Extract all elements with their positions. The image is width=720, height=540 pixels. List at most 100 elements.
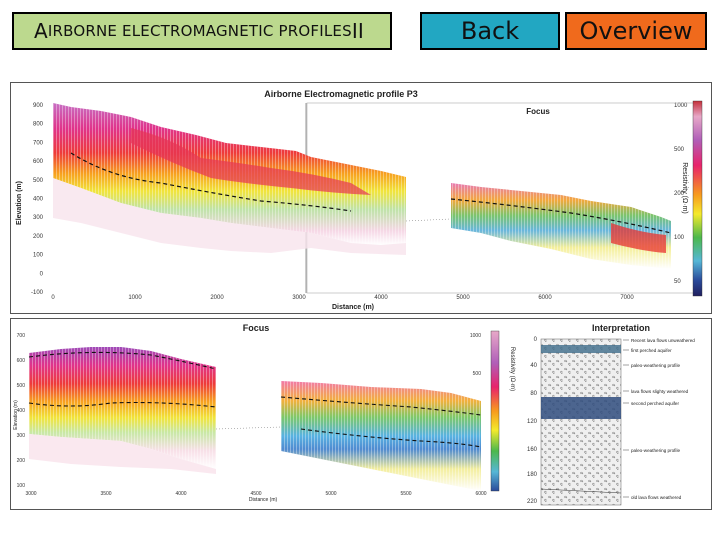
focus-boundary-top-west [28,351,217,370]
x-tick-label: 3000 [292,295,306,301]
depth-tick-label: 220 [527,499,538,505]
focus-resistive-base-west [29,434,216,474]
interpretation-label: lava flows slighty weathered [631,389,689,394]
colorbar-tick-label: 500 [674,147,685,153]
focus-x-tick-label: 6000 [475,491,486,497]
y-tick-label: 500 [33,178,44,184]
y-tick-label: 200 [33,234,44,240]
interpretation-title: Interpretation [592,323,650,333]
x-tick-label: 0 [51,295,55,301]
colorbar-label: Resistivity (Ω·m) [681,162,688,214]
weathered-base-line [540,488,622,494]
focus-y-tick-label: 500 [17,383,26,389]
second-aquifer-layer [541,397,621,419]
focus-chart: Focus Elevation (m) Distance (m) Resisti… [13,323,695,506]
focus-gap-line [215,426,282,430]
focus-y-tick-label: 300 [17,433,26,439]
resistive-base-west [53,178,406,255]
interpretation-label: paleo-weathering profile [631,363,680,368]
focus-section-east-stripes [281,381,481,491]
y-tick-label: -100 [31,290,44,296]
interpretation-label: first perched aquifer [631,348,672,353]
profile-p3-chart: Airborne Electromagnetic profile P3 Focu… [16,89,703,311]
header-bar: A IRBORNE ELECTROMAGNETIC PROFILES II Bac… [0,12,720,54]
focus-x-tick-label: 3500 [100,491,111,497]
focus-boundary-top-east [280,396,482,416]
focus-colorbar-label: Resistivity (Ω·m) [509,347,515,391]
back-button-label: Back [460,17,520,45]
y-tick-label: 900 [33,103,44,109]
x-tick-label: 4000 [374,295,388,301]
depth-tick-label: 0 [534,337,538,343]
x-axis-label: Distance (m) [332,304,374,311]
title-suffix: II [351,19,365,43]
profile-p3-panel: Airborne Electromagnetic profile P3 Focu… [10,82,712,314]
focus-label: Focus [526,107,550,116]
focus-colorbar-tick-label: 500 [473,371,482,377]
colorbar-tick-label: 200 [674,191,685,197]
focus-y-tick-label: 100 [17,483,26,489]
interpretation-label: paleo-weathering profile [631,448,680,453]
focus-y-axis-label: Elevation (m) [13,400,19,430]
focus-boundary-bottom-east [300,428,482,448]
x-tick-label: 6000 [538,295,552,301]
chart-title: Airborne Electromagnetic profile P3 [264,89,418,99]
focus-section-west-stripes [29,347,216,469]
focus-boundary-bottom-west [28,401,217,408]
depth-tick-label: 120 [527,419,538,425]
focus-x-axis-label: Distance (m) [249,497,278,503]
y-tick-label: 0 [40,271,44,277]
boundary-line-east [450,198,672,234]
colorbar-tick-label: 50 [674,279,681,285]
focus-x-tick-label: 5500 [400,491,411,497]
section-east-stripes [451,183,671,269]
depth-tick-labels: 0 40 80 120 160 180 220 [527,337,538,505]
gap-line [405,218,452,222]
focus-y-tick-label: 700 [17,333,26,339]
conductive-layer-east [611,223,666,253]
focus-x-tick-label: 3000 [25,491,36,497]
y-tick-label: 300 [33,215,44,221]
focus-title: Focus [243,323,270,333]
y-tick-label: 400 [33,197,44,203]
overview-button-label: Overview [579,17,693,45]
borehole-log [540,338,622,506]
focus-x-tick-label: 4000 [175,491,186,497]
y-tick-label: 800 [33,122,44,128]
x-tick-labels: 0 1000 2000 3000 4000 5000 6000 7000 [51,295,634,301]
interpretation-labels: Recent lava flows unweathered first perch… [623,338,695,500]
colorbar-tick-label: 100 [674,235,685,241]
first-aquifer-layer [541,345,621,353]
back-button[interactable]: Back [420,12,560,50]
y-tick-labels: 900 800 700 600 500 400 300 200 100 0 -100 [31,103,44,296]
x-tick-label: 2000 [210,295,224,301]
colorbar [692,100,703,297]
focus-x-tick-labels: 3000 3500 4000 4500 5000 5500 6000 [25,491,486,497]
depth-tick-label: 80 [530,391,537,397]
focus-and-interpretation-panel: Focus Elevation (m) Distance (m) Resisti… [10,318,712,510]
interpretation-label: Recent lava flows unweathered [631,338,695,343]
y-tick-label: 700 [33,140,44,146]
y-tick-label: 600 [33,159,44,165]
depth-tick-label: 180 [527,472,538,478]
conductive-layer-west [131,128,371,195]
title-rest: IRBORNE ELECTROMAGNETIC PROFILES [47,22,352,40]
x-tick-label: 7000 [620,295,634,301]
focus-x-tick-label: 5000 [325,491,336,497]
y-tick-label: 100 [33,253,44,259]
focus-y-tick-label: 200 [17,458,26,464]
depth-tick-label: 160 [527,447,538,453]
colorbar-tick-label: 1000 [674,103,688,109]
overview-button[interactable]: Overview [565,12,707,50]
focus-x-tick-label: 4500 [250,491,261,497]
interpretation-label: second perched aquifer [631,401,679,406]
focus-y-tick-labels: 700 600 500 400 300 200 100 [17,333,26,489]
focus-y-tick-label: 600 [17,358,26,364]
interpretation-label: old lava flows weathered [631,495,682,500]
focus-colorbar-tick-label: 1000 [470,333,481,339]
colorbar-tick-labels: 1000 500 200 100 50 [674,103,688,285]
focus-colorbar [490,330,500,492]
x-tick-label: 5000 [456,295,470,301]
title-prefix: A [34,19,48,43]
slide-title: A IRBORNE ELECTROMAGNETIC PROFILES II [12,12,392,50]
